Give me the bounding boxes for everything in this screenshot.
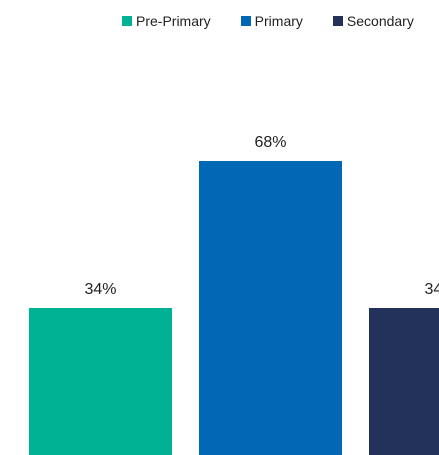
legend-label-pre-primary: Pre-Primary xyxy=(136,13,211,29)
bar-pre-primary xyxy=(29,308,172,455)
bar-secondary xyxy=(369,308,439,455)
legend-swatch-pre-primary xyxy=(122,16,132,26)
bar-primary xyxy=(199,161,342,455)
legend: Pre-Primary Primary Secondary xyxy=(122,13,439,29)
legend-label-primary: Primary xyxy=(254,13,303,29)
legend-swatch-primary xyxy=(240,16,251,26)
data-label-secondary: 34% xyxy=(424,281,439,298)
legend-item-secondary: Secondary xyxy=(332,13,414,29)
data-label-pre-primary: 34% xyxy=(84,281,116,298)
legend-label-secondary: Secondary xyxy=(346,13,414,29)
legend-item-pre-primary: Pre-Primary xyxy=(122,13,211,29)
legend-item-primary: Primary xyxy=(240,13,303,29)
data-label-primary: 68% xyxy=(254,134,286,151)
legend-swatch-secondary xyxy=(332,16,343,26)
